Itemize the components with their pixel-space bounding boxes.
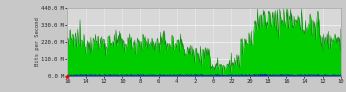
Y-axis label: Bits per Second: Bits per Second	[35, 18, 40, 66]
